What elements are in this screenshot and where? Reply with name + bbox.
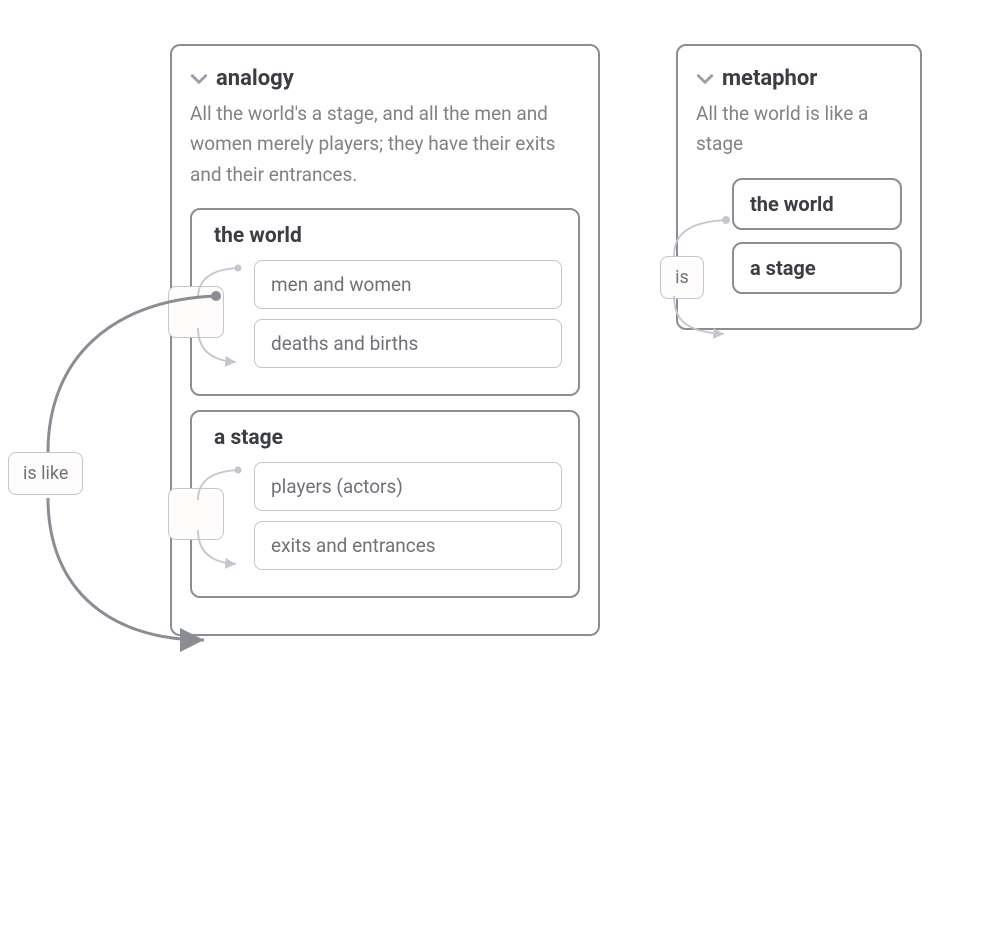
node-the-world: the world men and women deaths and birth… <box>190 208 580 396</box>
chevron-down-icon <box>696 70 714 88</box>
chevron-down-icon <box>190 70 208 88</box>
metaphor-title-row[interactable]: metaphor <box>696 66 902 91</box>
node-title: a stage <box>214 426 562 450</box>
sub-node: men and women <box>254 260 562 309</box>
analogy-panel: analogy All the world's a stage, and all… <box>170 44 600 636</box>
sub-node: players (actors) <box>254 462 562 511</box>
metaphor-panel: metaphor All the world is like a stage t… <box>676 44 922 330</box>
is-like-badge: is like <box>8 452 83 495</box>
metaphor-title: metaphor <box>722 66 817 91</box>
node-title: the world <box>214 224 562 248</box>
is-badge: is <box>660 256 704 299</box>
analogy-title-row[interactable]: analogy <box>190 66 580 91</box>
link-label: is <box>675 267 689 288</box>
node-a-stage: a stage <box>732 242 902 294</box>
link-label: is like <box>23 463 68 484</box>
link-badge-blank <box>168 286 224 338</box>
link-badge-blank <box>168 488 224 540</box>
sub-node: deaths and births <box>254 319 562 368</box>
node-the-world: the world <box>732 178 902 230</box>
sub-node: exits and entrances <box>254 521 562 570</box>
metaphor-description: All the world is like a stage <box>696 99 902 160</box>
analogy-title: analogy <box>216 66 294 91</box>
analogy-description: All the world's a stage, and all the men… <box>190 99 580 190</box>
node-a-stage: a stage players (actors) exits and entra… <box>190 410 580 598</box>
